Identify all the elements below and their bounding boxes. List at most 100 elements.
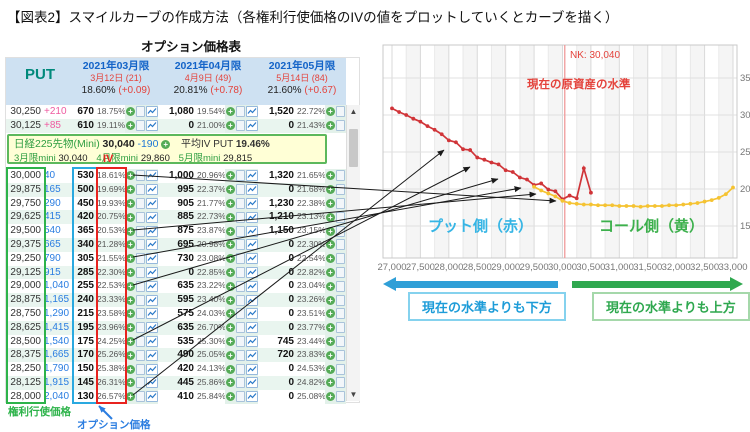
chart-icon[interactable]	[146, 294, 158, 306]
document-icon[interactable]	[136, 120, 145, 132]
document-icon[interactable]	[136, 349, 145, 361]
scroll-up-button[interactable]: ▲	[349, 107, 358, 116]
document-icon[interactable]	[336, 266, 345, 278]
add-icon[interactable]: +	[326, 107, 335, 117]
add-icon[interactable]: +	[226, 226, 235, 236]
add-icon[interactable]: +	[126, 323, 135, 333]
chart-icon[interactable]	[246, 308, 258, 320]
add-icon[interactable]: +	[126, 295, 135, 305]
add-icon[interactable]: +	[326, 309, 335, 319]
document-icon[interactable]	[336, 253, 345, 265]
add-icon[interactable]: +	[126, 350, 135, 360]
document-icon[interactable]	[136, 239, 145, 251]
document-icon[interactable]	[236, 391, 245, 403]
add-icon[interactable]: +	[126, 378, 135, 388]
add-icon[interactable]: +	[226, 295, 235, 305]
add-icon[interactable]: +	[226, 254, 235, 264]
document-icon[interactable]	[336, 197, 345, 209]
document-icon[interactable]	[136, 184, 145, 196]
document-icon[interactable]	[136, 308, 145, 320]
add-icon[interactable]: +	[226, 378, 235, 388]
add-icon[interactable]: +	[126, 198, 135, 208]
chart-icon[interactable]	[246, 253, 258, 265]
document-icon[interactable]	[336, 377, 345, 389]
document-icon[interactable]	[336, 280, 345, 292]
document-icon[interactable]	[236, 349, 245, 361]
add-icon[interactable]: +	[326, 323, 335, 333]
add-icon[interactable]: +	[126, 226, 135, 236]
document-icon[interactable]	[336, 239, 345, 251]
chart-icon[interactable]	[146, 280, 158, 292]
document-icon[interactable]	[336, 294, 345, 306]
document-icon[interactable]	[236, 335, 245, 347]
document-icon[interactable]	[236, 308, 245, 320]
add-icon[interactable]: +	[326, 240, 335, 250]
add-icon[interactable]: +	[126, 240, 135, 250]
document-icon[interactable]	[236, 294, 245, 306]
document-icon[interactable]	[136, 377, 145, 389]
chart-icon[interactable]	[146, 120, 158, 132]
chart-icon[interactable]	[246, 170, 258, 182]
document-icon[interactable]	[336, 363, 345, 375]
document-icon[interactable]	[136, 266, 145, 278]
chart-icon[interactable]	[246, 377, 258, 389]
chart-icon[interactable]	[146, 322, 158, 334]
chart-icon[interactable]	[246, 197, 258, 209]
chart-icon[interactable]	[146, 377, 158, 389]
document-icon[interactable]	[236, 184, 245, 196]
add-icon[interactable]: +	[226, 392, 235, 402]
add-icon[interactable]: +	[226, 171, 235, 181]
document-icon[interactable]	[336, 349, 345, 361]
add-icon[interactable]: +	[126, 281, 135, 291]
add-icon[interactable]: +	[126, 267, 135, 277]
document-icon[interactable]	[336, 106, 345, 118]
document-icon[interactable]	[336, 170, 345, 182]
document-icon[interactable]	[236, 120, 245, 132]
add-icon[interactable]: +	[226, 309, 235, 319]
chart-icon[interactable]	[246, 391, 258, 403]
chart-icon[interactable]	[246, 266, 258, 278]
chart-icon[interactable]	[146, 349, 158, 361]
chart-icon[interactable]	[146, 253, 158, 265]
document-icon[interactable]	[136, 106, 145, 118]
chart-icon[interactable]	[146, 106, 158, 118]
document-icon[interactable]	[236, 253, 245, 265]
add-icon[interactable]: +	[126, 185, 135, 195]
scroll-down-button[interactable]: ▼	[349, 390, 358, 399]
chart-icon[interactable]	[246, 106, 258, 118]
document-icon[interactable]	[236, 170, 245, 182]
add-icon[interactable]: +	[326, 378, 335, 388]
document-icon[interactable]	[136, 363, 145, 375]
add-icon[interactable]: +	[326, 254, 335, 264]
add-icon[interactable]: +	[326, 295, 335, 305]
add-icon[interactable]: +	[326, 212, 335, 222]
add-icon[interactable]: +	[326, 392, 335, 402]
chart-icon[interactable]	[246, 120, 258, 132]
chart-icon[interactable]	[246, 349, 258, 361]
document-icon[interactable]	[336, 308, 345, 320]
add-icon[interactable]: +	[326, 171, 335, 181]
document-icon[interactable]	[136, 391, 145, 403]
add-icon[interactable]: +	[226, 350, 235, 360]
chart-icon[interactable]	[146, 308, 158, 320]
document-icon[interactable]	[136, 211, 145, 223]
add-icon[interactable]: +	[126, 212, 135, 222]
add-icon[interactable]: +	[126, 171, 135, 181]
document-icon[interactable]	[236, 377, 245, 389]
document-icon[interactable]	[236, 363, 245, 375]
document-icon[interactable]	[336, 225, 345, 237]
document-icon[interactable]	[136, 322, 145, 334]
chart-icon[interactable]	[146, 363, 158, 375]
chart-icon[interactable]	[146, 239, 158, 251]
document-icon[interactable]	[236, 322, 245, 334]
chart-icon[interactable]	[246, 225, 258, 237]
document-icon[interactable]	[136, 225, 145, 237]
document-icon[interactable]	[136, 170, 145, 182]
add-icon[interactable]: +	[126, 336, 135, 346]
add-icon[interactable]: +	[226, 185, 235, 195]
add-icon[interactable]: +	[126, 107, 135, 117]
chart-icon[interactable]	[146, 197, 158, 209]
chart-icon[interactable]	[246, 335, 258, 347]
chart-icon[interactable]	[246, 239, 258, 251]
chart-icon[interactable]	[146, 225, 158, 237]
